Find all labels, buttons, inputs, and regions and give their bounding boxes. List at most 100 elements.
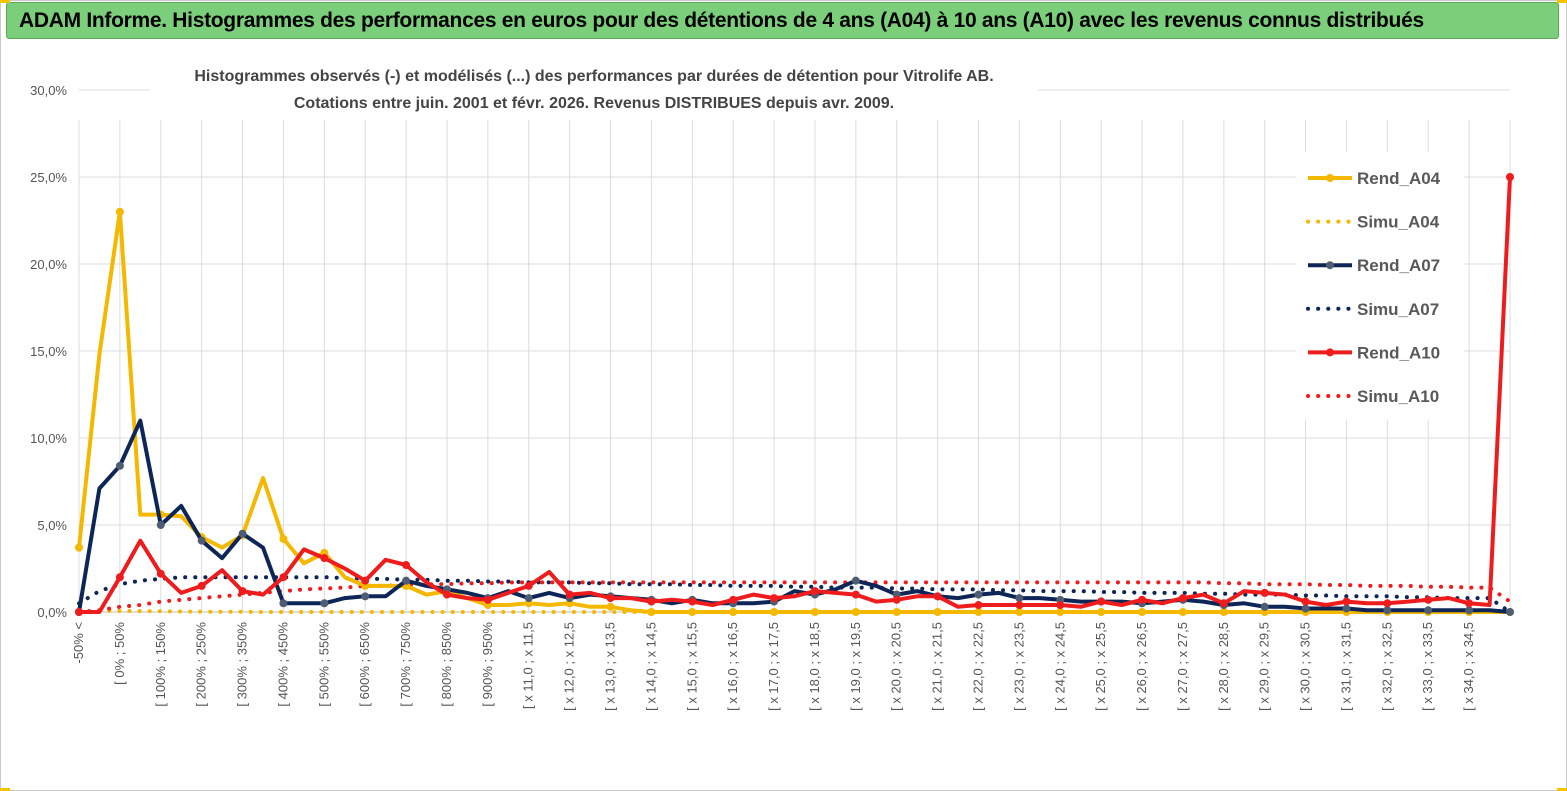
legend-label-simu-a10: Simu_A10 xyxy=(1357,387,1439,406)
point-rend-a10 xyxy=(1056,601,1065,610)
point-rend-a04 xyxy=(279,534,288,543)
corner-accent xyxy=(0,0,10,3)
legend: Rend_A04 Simu_A04 Rend_A07 Simu_A07 Rend_A10… xyxy=(1306,169,1441,406)
point-rend-a10 xyxy=(197,581,206,590)
report-banner: ADAM Informe. Histogrammes des performan… xyxy=(6,2,1559,39)
x-tick-label: [ x 11,0 ; x 11,5 xyxy=(521,622,536,709)
point-rend-a07 xyxy=(156,521,165,529)
point-rend-a10 xyxy=(320,554,329,563)
series-line-rend-a10 xyxy=(79,176,1512,614)
y-tick-label: 20,0% xyxy=(30,257,67,272)
y-tick-label: 30,0% xyxy=(30,83,67,98)
point-rend-a07 xyxy=(1301,604,1310,613)
point-rend-a10 xyxy=(606,594,615,603)
x-tick-label: [ 600% ; 650% xyxy=(357,622,372,707)
legend-marker-rend-a10 xyxy=(1326,348,1334,357)
x-tick-label: -50% < xyxy=(71,622,86,664)
point-rend-a10 xyxy=(1506,173,1514,181)
x-tick-label: [ x 28,0 ; x 28,5 xyxy=(1216,622,1231,711)
point-rend-a07 xyxy=(238,529,247,538)
point-rend-a10 xyxy=(729,595,738,604)
point-rend-a10 xyxy=(115,573,124,582)
x-tick-label: [ x 22,0 ; x 22,5 xyxy=(970,622,985,711)
series-line-rend-a07 xyxy=(77,418,1511,614)
corner-accent xyxy=(0,788,10,791)
point-rend-a07 xyxy=(197,536,206,545)
point-rend-a04 xyxy=(75,543,83,552)
point-rend-a10 xyxy=(1178,594,1187,603)
x-tick-label: [ 100% ; 150% xyxy=(153,622,168,707)
x-tick-label: [ x 14,0 ; x 14,5 xyxy=(643,622,658,711)
point-rend-a10 xyxy=(647,597,656,606)
chart-title-box xyxy=(150,58,1038,120)
point-rend-a04 xyxy=(1015,608,1024,616)
point-rend-a07 xyxy=(1015,594,1024,603)
point-rend-a10 xyxy=(1342,597,1351,606)
point-rend-a04 xyxy=(933,608,942,616)
point-rend-a10 xyxy=(851,590,860,599)
point-rend-a04 xyxy=(647,608,656,616)
x-tick-label: [ x 32,0 ; x 32,5 xyxy=(1379,622,1394,711)
point-rend-a10 xyxy=(279,573,288,582)
point-rend-a10 xyxy=(75,608,83,616)
point-rend-a07 xyxy=(1383,606,1392,615)
point-rend-a10 xyxy=(1383,599,1392,608)
x-tick-label: [ x 26,0 ; x 26,5 xyxy=(1134,622,1149,711)
point-rend-a10 xyxy=(810,587,819,596)
point-rend-a07 xyxy=(524,594,533,603)
chart-title-line-2: Cotations entre juin. 2001 et févr. 2026… xyxy=(294,95,894,112)
point-rend-a07 xyxy=(1506,608,1514,616)
y-tick-label: 0,0% xyxy=(37,605,67,620)
point-rend-a07 xyxy=(320,599,329,608)
point-rend-a04 xyxy=(688,608,697,616)
x-tick-label: [ 300% ; 350% xyxy=(235,622,250,707)
point-rend-a04 xyxy=(1097,608,1106,616)
point-rend-a10 xyxy=(1465,599,1474,608)
point-rend-a10 xyxy=(156,569,165,578)
x-tick-label: [ x 20,0 ; x 20,5 xyxy=(889,622,904,711)
x-tick-label: [ 800% ; 850% xyxy=(439,622,454,707)
y-axis-tick-labels: 0,0% 5,0% 10,0% 15,0% 20,0% 25,0% 30,0% xyxy=(30,83,67,620)
point-rend-a04 xyxy=(115,207,124,216)
x-tick-label: [ x 16,0 ; x 16,5 xyxy=(725,622,740,711)
legend-marker-rend-a04 xyxy=(1326,174,1334,182)
corner-accent xyxy=(1557,788,1567,791)
point-rend-a10 xyxy=(1015,601,1024,610)
x-tick-label: [ 700% ; 750% xyxy=(398,622,413,707)
x-tick-label: [ 900% ; 950% xyxy=(480,622,495,707)
point-rend-a10 xyxy=(1424,595,1433,604)
point-rend-a04 xyxy=(606,602,615,611)
x-tick-label: [ 400% ; 450% xyxy=(275,622,290,707)
point-rend-a10 xyxy=(1138,595,1147,604)
point-rend-a04 xyxy=(1219,608,1228,616)
x-tick-label: [ x 27,0 ; x 27,5 xyxy=(1175,622,1190,711)
point-rend-a04 xyxy=(1056,608,1065,616)
x-tick-label: [ 200% ; 250% xyxy=(194,622,209,707)
point-rend-a10 xyxy=(442,590,451,599)
x-tick-label: [ 500% ; 550% xyxy=(316,622,331,707)
point-rend-a04 xyxy=(892,608,901,616)
series-line-simu-a07 xyxy=(77,575,1512,614)
x-axis-tick-labels: -50% < [ 0% ; 50% [ 100% ; 150% [ 200% ; 25… xyxy=(71,622,1476,711)
legend-label-simu-a04: Simu_A04 xyxy=(1357,213,1440,232)
point-rend-a07 xyxy=(361,592,370,601)
legend-label-rend-a07: Rend_A07 xyxy=(1357,256,1440,275)
x-tick-label: [ x 25,0 ; x 25,5 xyxy=(1093,622,1108,711)
point-rend-a07 xyxy=(1260,602,1269,611)
x-tick-label: [ x 30,0 ; x 30,5 xyxy=(1298,622,1313,711)
point-rend-a04 xyxy=(851,608,860,616)
point-rend-a10 xyxy=(361,576,370,585)
point-rend-a10 xyxy=(483,595,492,604)
x-tick-label: [ x 21,0 ; x 21,5 xyxy=(930,622,945,711)
x-tick-label: [ x 34,0 ; x 34,5 xyxy=(1461,622,1476,711)
legend-label-rend-a04: Rend_A04 xyxy=(1357,169,1441,188)
point-rend-a07 xyxy=(851,576,860,585)
gridlines xyxy=(78,89,1511,613)
x-tick-label: [ x 31,0 ; x 31,5 xyxy=(1338,622,1353,711)
point-rend-a10 xyxy=(770,594,779,603)
legend-label-rend-a10: Rend_A10 xyxy=(1357,343,1440,362)
x-tick-label: [ x 24,0 ; x 24,5 xyxy=(1052,622,1067,711)
x-tick-label: [ x 17,0 ; x 17,5 xyxy=(766,622,781,711)
point-rend-a07 xyxy=(279,599,288,608)
point-rend-a10 xyxy=(974,601,983,610)
